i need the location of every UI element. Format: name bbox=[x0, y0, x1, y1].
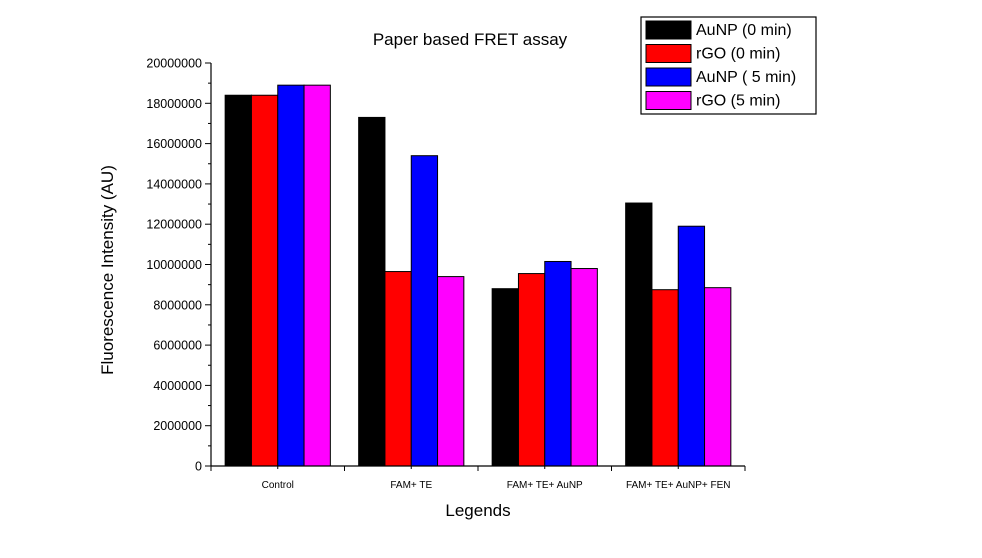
bar-1-3 bbox=[491, 288, 519, 467]
y-tick-label: 12000000 bbox=[146, 218, 202, 232]
y-tick-label: 8000000 bbox=[153, 298, 202, 312]
y-tick-label: 2000000 bbox=[153, 419, 202, 433]
bar-4-4 bbox=[704, 287, 732, 467]
legend-label-2: rGO (0 min) bbox=[696, 46, 780, 63]
bar-4-3 bbox=[570, 268, 598, 467]
legend-swatch-3 bbox=[645, 67, 692, 87]
x-tick-label: Control bbox=[262, 480, 294, 491]
y-axis-title: Fluorescence Intensity (AU) bbox=[98, 165, 117, 375]
y-tick-label: 10000000 bbox=[146, 258, 202, 272]
legend-swatch-4 bbox=[645, 91, 692, 110]
legend-swatch-2 bbox=[645, 44, 692, 63]
bar-2-3 bbox=[517, 273, 546, 467]
y-tick-label: 14000000 bbox=[146, 177, 202, 191]
bar-1-4 bbox=[625, 202, 653, 467]
x-axis-title: Legends bbox=[445, 501, 510, 520]
legend-label-1: AuNP (0 min) bbox=[696, 22, 792, 39]
bar-3-4 bbox=[677, 225, 706, 467]
legend-label-4: rGO (5 min) bbox=[696, 93, 780, 110]
bar-2-1 bbox=[250, 94, 279, 467]
legend: AuNP (0 min) rGO (0 min) AuNP ( 5 min) rGO … bbox=[640, 16, 817, 115]
bar-4-2 bbox=[437, 276, 465, 467]
y-tick-label: 20000000 bbox=[146, 57, 202, 71]
y-tick-label: 18000000 bbox=[146, 97, 202, 111]
bar-3-3 bbox=[544, 260, 572, 467]
bar-2-2 bbox=[384, 271, 412, 467]
y-tick-label: 0 bbox=[195, 460, 202, 474]
y-tick-label: 16000000 bbox=[146, 137, 202, 151]
bar-2-4 bbox=[651, 289, 679, 467]
axes-group: 0 2000000 4000000 6000000 8000000 10000000 120… bbox=[146, 57, 746, 491]
x-tick-label: FAM+ TE+ AuNP bbox=[507, 480, 583, 491]
chart-title: Paper based FRET assay bbox=[373, 30, 568, 49]
y-tick-label: 4000000 bbox=[153, 379, 202, 393]
legend-swatch-1 bbox=[645, 20, 692, 40]
bar-3-1 bbox=[277, 84, 305, 467]
bar-1-2 bbox=[358, 116, 386, 467]
y-tick-label: 6000000 bbox=[153, 339, 202, 353]
legend-label-3: AuNP ( 5 min) bbox=[696, 69, 796, 86]
bar-1-1 bbox=[224, 94, 252, 467]
bars-group bbox=[224, 84, 732, 467]
x-tick-label: FAM+ TE+ AuNP+ FEN bbox=[626, 480, 731, 491]
x-tick-label: FAM+ TE bbox=[390, 480, 432, 491]
bar-4-1 bbox=[303, 84, 331, 467]
bar-3-2 bbox=[410, 155, 439, 467]
